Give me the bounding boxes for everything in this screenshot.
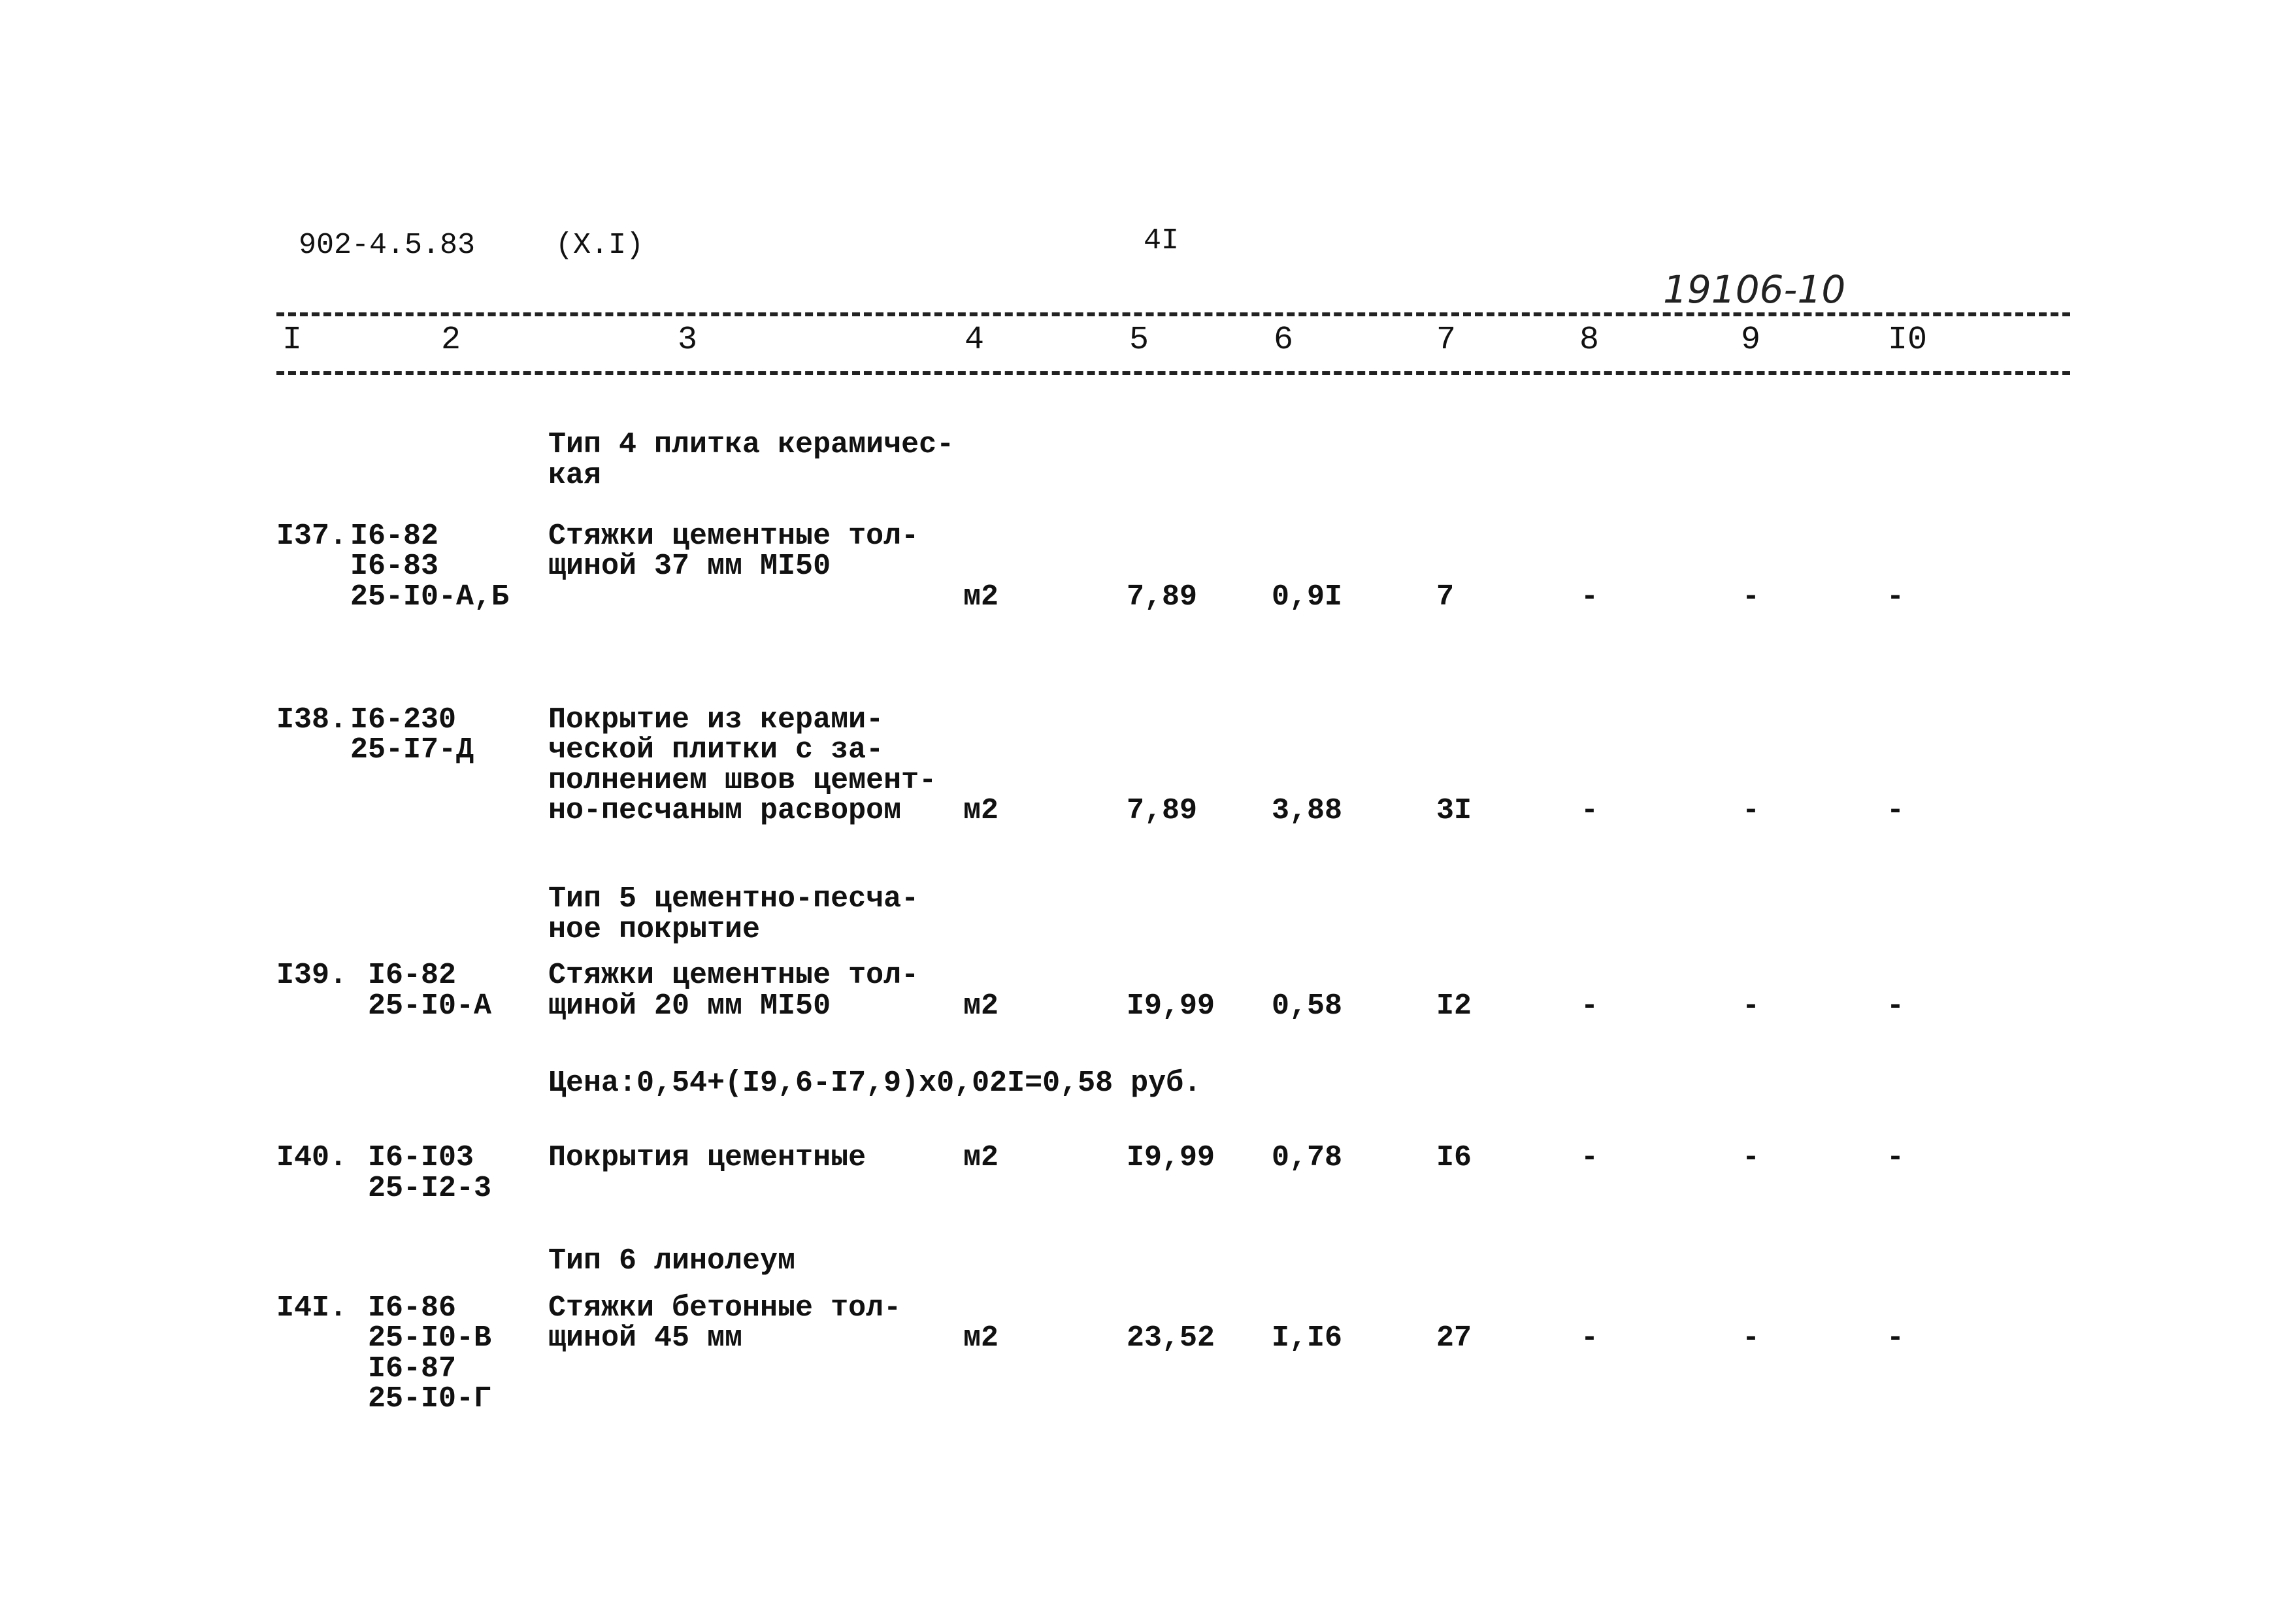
header-divider-top [276, 312, 2070, 316]
description-line: щиной 20 мм МI50 [548, 989, 831, 1023]
value-col-7: I2 [1436, 989, 1472, 1023]
value-col-6: 0,58 [1272, 989, 1343, 1023]
norm-code: 25-I2-3 [368, 1172, 492, 1205]
item-number: I38. [276, 703, 348, 737]
norm-code: I6-I03 [368, 1141, 474, 1174]
value-col-5: 23,52 [1127, 1321, 1215, 1355]
description-line: Покрытия цементные [548, 1141, 866, 1174]
header-divider-bottom [276, 371, 2070, 375]
value-col-8: - [1581, 989, 1599, 1023]
value-col-8: - [1581, 1321, 1599, 1355]
description-line: Стяжки цементные тол- [548, 959, 919, 992]
unit: м2 [963, 794, 999, 827]
value-col-7: I6 [1436, 1141, 1472, 1174]
column-number: I0 [1888, 322, 1928, 359]
description-line: Стяжки цементные тол- [548, 520, 919, 553]
value-col-7: 27 [1436, 1321, 1472, 1355]
column-number: I [282, 322, 303, 359]
item-number: I37. [276, 520, 348, 553]
value-col-9: - [1742, 794, 1760, 827]
unit: м2 [963, 580, 999, 614]
column-number: 4 [965, 322, 985, 359]
value-col-10: - [1887, 794, 1905, 827]
norm-code: I6-82 [350, 520, 439, 553]
value-col-10: - [1887, 1321, 1905, 1355]
unit: м2 [963, 1141, 999, 1174]
description-line: Стяжки бетонные тол- [548, 1291, 902, 1325]
column-number: 5 [1129, 322, 1149, 359]
norm-code: I6-86 [368, 1291, 457, 1325]
value-col-5: 7,89 [1127, 580, 1198, 614]
unit: м2 [963, 1321, 999, 1355]
norm-code: I6-87 [368, 1352, 457, 1385]
description-line: Тип 6 линолеум [548, 1244, 796, 1278]
value-col-9: - [1742, 580, 1760, 614]
value-col-5: I9,99 [1127, 1141, 1215, 1174]
description-line: Тип 4 плитка керамичес- [548, 428, 955, 461]
document-code: 902-4.5.83 [299, 229, 476, 262]
value-col-8: - [1581, 794, 1599, 827]
description-line: ческой плитки с за- [548, 733, 884, 767]
value-col-9: - [1742, 1141, 1760, 1174]
page-number: 4I [1144, 224, 1179, 257]
value-col-10: - [1887, 1141, 1905, 1174]
value-col-8: - [1581, 1141, 1599, 1174]
description-line: щиной 37 мм МI50 [548, 550, 831, 583]
description-line: Покрытие из керами- [548, 703, 884, 737]
description-line: ное покрытие [548, 913, 761, 946]
value-col-8: - [1581, 580, 1599, 614]
value-col-10: - [1887, 989, 1905, 1023]
norm-code: 25-I0-В [368, 1321, 492, 1355]
norm-code: 25-I0-А,Б [350, 580, 510, 614]
column-number: 9 [1741, 322, 1761, 359]
value-col-6: 0,78 [1272, 1141, 1343, 1174]
description-line: щиной 45 мм [548, 1321, 743, 1355]
handwritten-number: 19106-10 [1663, 267, 1846, 312]
norm-code: I6-82 [368, 959, 457, 992]
value-col-7: 3I [1436, 794, 1472, 827]
norm-code: 25-I0-А [368, 989, 492, 1023]
norm-code: 25-I0-Г [368, 1382, 492, 1416]
norm-code: I6-230 [350, 703, 457, 737]
item-number: I4I. [276, 1291, 348, 1325]
value-col-5: 7,89 [1127, 794, 1198, 827]
value-col-5: I9,99 [1127, 989, 1215, 1023]
value-col-10: - [1887, 580, 1905, 614]
value-col-9: - [1742, 989, 1760, 1023]
description-line: полнением швов цемент- [548, 764, 937, 797]
column-number: 8 [1579, 322, 1600, 359]
value-col-6: I,I6 [1272, 1321, 1343, 1355]
item-number: I39. [276, 959, 348, 992]
value-col-6: 0,9I [1272, 580, 1343, 614]
column-number: 3 [678, 322, 698, 359]
norm-code: 25-I7-Д [350, 733, 474, 767]
description-line: Тип 5 цементно-песча- [548, 882, 919, 916]
norm-code: I6-83 [350, 550, 439, 583]
column-number: 2 [441, 322, 461, 359]
value-col-9: - [1742, 1321, 1760, 1355]
description-line: кая [548, 459, 602, 492]
value-col-7: 7 [1436, 580, 1455, 614]
column-number: 7 [1436, 322, 1457, 359]
value-col-6: 3,88 [1272, 794, 1343, 827]
section-code: (X.I) [555, 229, 644, 262]
column-number: 6 [1274, 322, 1294, 359]
description-line: но-песчаным расвором [548, 794, 902, 827]
description-line: Цена:0,54+(I9,6-I7,9)х0,02I=0,58 руб. [548, 1067, 1202, 1100]
item-number: I40. [276, 1141, 348, 1174]
unit: м2 [963, 989, 999, 1023]
